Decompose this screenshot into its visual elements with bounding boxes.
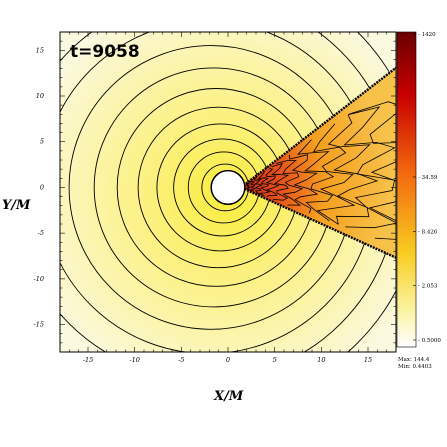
x-tick-labels: -15 -10 -5 0 5 10 15	[83, 356, 372, 364]
wedge-region	[238, 66, 396, 260]
colorbar-tick-3: - 2.053	[418, 284, 438, 290]
wedge-contour-8	[297, 139, 335, 222]
y-tick-1: 10	[36, 92, 44, 100]
colorbar-tick-0: - 1420	[418, 32, 436, 38]
x-tick-6: 15	[364, 356, 372, 364]
colorbar-max-text: Max: 144.4	[398, 357, 430, 363]
wedge-contour-9	[312, 123, 356, 225]
wedge-contour-1	[248, 180, 257, 193]
wedge-contours	[245, 101, 396, 240]
x-tick-1: -10	[129, 356, 139, 364]
y-axis-title: Y/M	[2, 198, 31, 213]
y-tick-4: -5	[38, 229, 44, 237]
wedge-contour-3	[257, 171, 271, 197]
y-tick-2: 5	[40, 138, 44, 146]
wedge-contour-7	[288, 154, 319, 214]
x-tick-2: -5	[178, 356, 184, 364]
colorbar-tick-2: - 8.426	[418, 229, 438, 235]
colorbar: - 1420 - 34.59 - 8.426 - 2.053 - 0.5000 Max:…	[396, 31, 441, 370]
wedge-contour-4	[265, 167, 280, 198]
colorbar-tick-4: - 0.5000	[418, 338, 441, 344]
wedge-contour-0	[245, 182, 251, 191]
wedge-contour-11	[343, 106, 396, 229]
colorbar-tick-1: - 34.59	[418, 175, 438, 181]
wedge-contour-6	[276, 159, 304, 206]
colorbar-min-text: Min: 0.4403	[398, 364, 432, 370]
colorbar-ticks: - 1420 - 34.59 - 8.426 - 2.053 - 0.5000	[413, 32, 441, 344]
wedge-contour-12	[349, 101, 396, 240]
x-tick-3: 0	[226, 356, 230, 364]
y-tick-0: 15	[36, 46, 44, 54]
x-tick-0: -15	[83, 356, 93, 364]
plot-area	[60, 32, 396, 352]
wedge-contour-5	[271, 162, 290, 201]
x-axis-title: X/M	[213, 389, 244, 404]
minor-ticks	[60, 32, 396, 352]
y-tick-5: -10	[34, 275, 44, 283]
x-tick-5: 10	[317, 356, 325, 364]
y-tick-3: 0	[40, 183, 44, 191]
wedge-contour-2	[253, 176, 264, 196]
colorbar-gradient	[396, 31, 417, 348]
y-tick-6: -15	[34, 321, 44, 329]
time-label: t=9058	[70, 42, 140, 62]
x-tick-4: 5	[273, 356, 277, 364]
black-hole	[210, 169, 246, 205]
y-tick-labels: 15 10 5 0 -5 -10 -15	[34, 46, 44, 328]
